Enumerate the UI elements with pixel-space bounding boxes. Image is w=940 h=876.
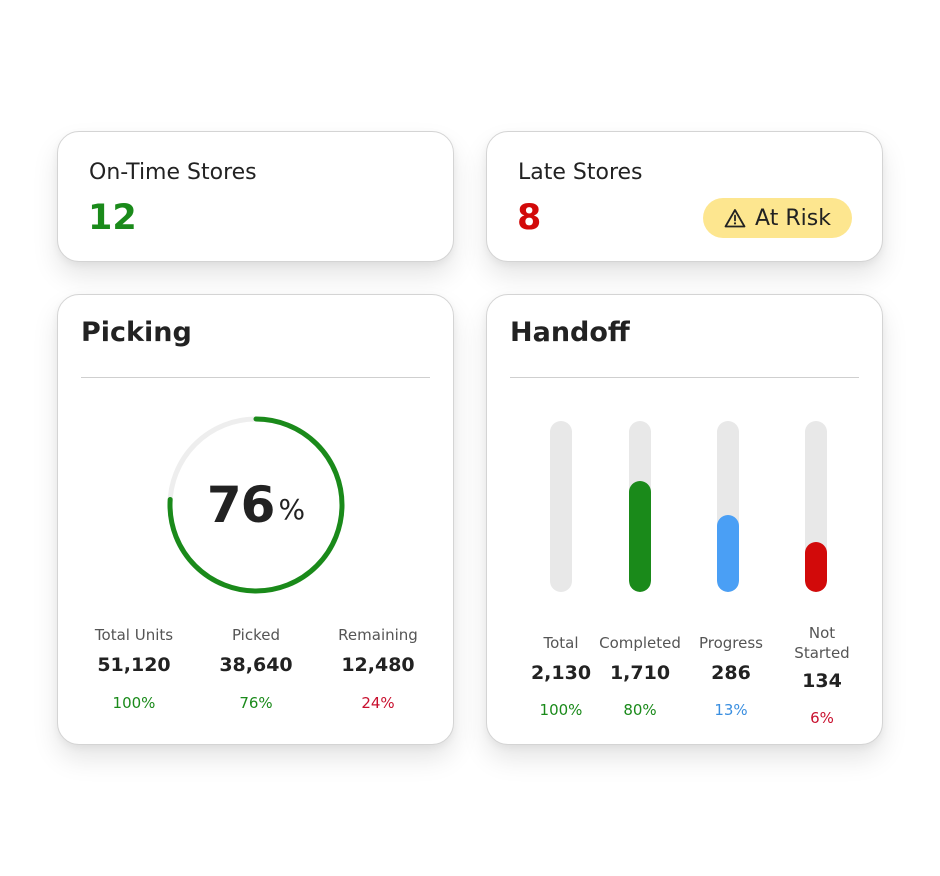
stat-percent: 76% [239,694,273,712]
bar-track-progress [717,421,739,592]
bar-label: Progress [698,634,763,652]
picking-card: Picking 76 % Total Units 51,120 100% Pic… [57,294,454,745]
bar-track-not-started [805,421,827,592]
bar-track-total [550,421,572,592]
bar-value: 134 [802,670,842,692]
late-stores-label: Late Stores [518,160,643,185]
handoff-card: Handoff Total 2,130 100% Completed 1,710… [486,294,883,745]
stat-value: 12,480 [341,654,415,676]
late-stores-card: Late Stores 8 At Risk [486,131,883,262]
handoff-divider [510,377,859,378]
on-time-stores-label: On-Time Stores [89,160,257,185]
late-stores-value: 8 [517,198,542,238]
handoff-not-started: Not Started 134 6% [772,623,872,727]
bar-fill-completed [629,480,651,592]
at-risk-badge: At Risk [703,198,852,238]
stat-percent: 24% [361,694,395,712]
bar-percent: 100% [539,701,583,719]
bar-label: Total [543,634,579,652]
bar-percent: 6% [810,709,834,727]
bar-value: 1,710 [609,662,671,684]
picking-percent-value: 76 [206,476,276,534]
handoff-total: Total 2,130 100% [511,633,611,723]
picking-progress-ring [167,416,345,594]
bar-label: Completed [599,634,681,652]
stat-label: Remaining [338,626,418,644]
picking-title: Picking [81,317,192,348]
picking-percent-display: 76 % [164,413,348,597]
picking-divider [81,377,430,378]
picking-percent-unit: % [278,492,306,526]
handoff-completed: Completed 1,710 80% [590,633,690,723]
bar-fill-progress [717,515,739,592]
bar-percent: 13% [714,701,748,719]
bar-track-completed [629,421,651,592]
handoff-title: Handoff [510,317,630,348]
on-time-stores-value: 12 [88,198,137,238]
bar-value: 2,130 [530,662,592,684]
on-time-stores-card: On-Time Stores 12 [57,131,454,262]
bar-percent: 80% [623,701,657,719]
stat-percent: 100% [112,694,156,712]
bar-fill-not-started [805,542,827,592]
at-risk-label: At Risk [755,205,831,231]
warning-triangle-icon [724,208,746,228]
stat-value: 51,120 [97,654,171,676]
stat-label: Picked [231,626,281,644]
handoff-progress: Progress 286 13% [681,633,781,723]
bar-label: Not Started [794,624,850,662]
stat-value: 38,640 [219,654,293,676]
ring-progress-arc [167,416,345,594]
bar-value: 286 [711,662,751,684]
stat-label: Total Units [94,626,174,644]
